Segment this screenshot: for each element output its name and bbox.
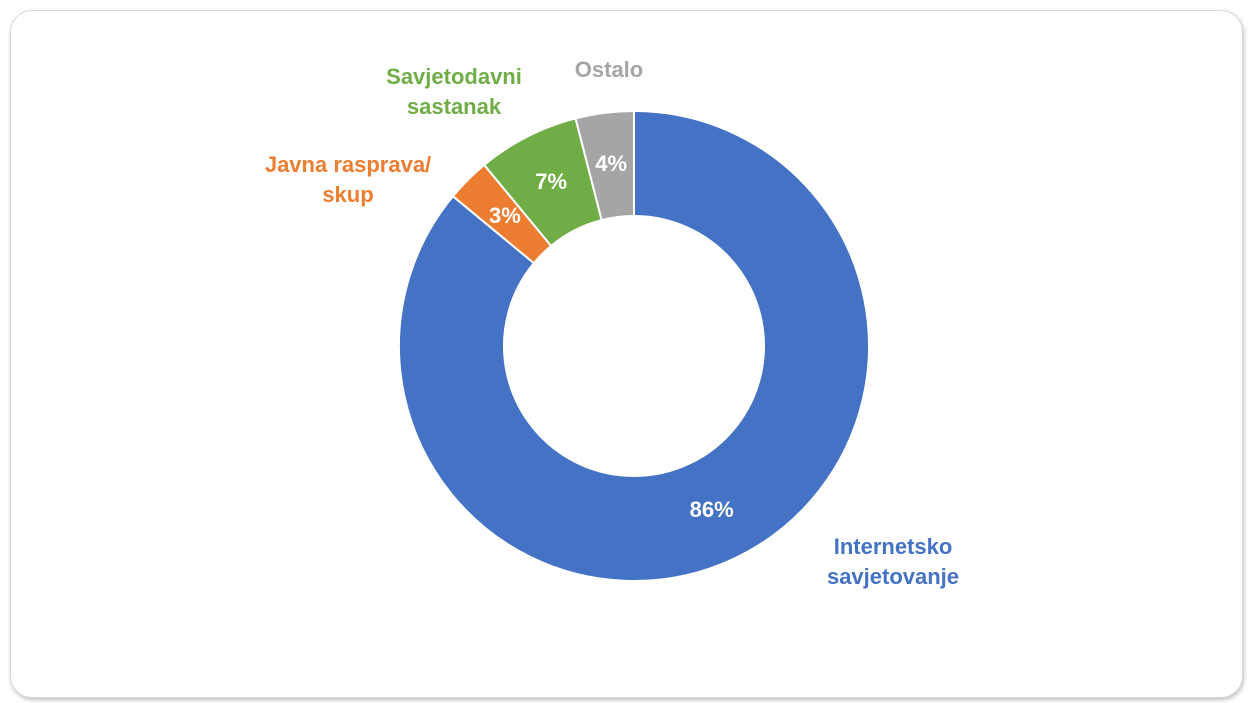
value-label: 86% (690, 497, 734, 522)
category-label: Ostalo (574, 57, 644, 82)
value-label: 7% (535, 169, 567, 194)
category-label: Savjetodavni sastanak (386, 64, 522, 119)
donut-slice (574, 109, 635, 222)
value-label: 4% (595, 151, 627, 176)
donut-slice (398, 109, 870, 582)
category-label: Javna rasprava/ skup (264, 152, 432, 207)
value-label: 3% (489, 203, 521, 228)
category-label: Internetsko savjetovanje (826, 534, 960, 589)
